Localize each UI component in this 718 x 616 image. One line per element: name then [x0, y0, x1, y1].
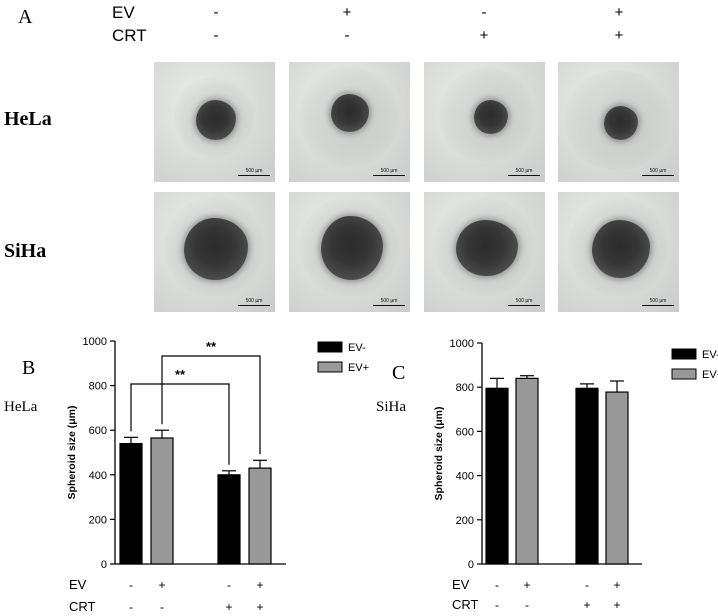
chart-b-bar-3 [217, 474, 241, 565]
chart-b-legend-swatch [317, 341, 343, 353]
chart-b-legend-label: EV- [348, 342, 366, 354]
chart-b-y-tick-label: 1000 [83, 336, 107, 348]
chart-c-condition-sign: + [613, 598, 620, 612]
chart-c-condition-sign: + [523, 578, 530, 592]
chart-c-y-tick-label: 400 [456, 471, 474, 483]
chart-c-bar-2 [515, 377, 539, 565]
chart-c-bar-3 [575, 387, 599, 565]
chart-c-condition-label: EV [452, 577, 470, 592]
crt-sign-1: - [213, 27, 219, 44]
chart-c-legend-swatch [671, 368, 697, 380]
chart-b-condition-sign: - [129, 600, 133, 614]
micrograph-hela-4: 500 µm [558, 62, 679, 182]
scalebar-text: 500 µm [245, 168, 263, 174]
chart-b-significance-label: ** [206, 339, 217, 354]
micrograph-siha-4: 500 µm [558, 192, 679, 312]
scalebar-text: 500 µm [515, 298, 533, 304]
scalebar-text: 500 µm [515, 168, 533, 174]
panel-b-letter: B [22, 357, 36, 379]
row-label-siha: SiHa [4, 240, 47, 262]
chart-b-significance-label: ** [175, 367, 186, 382]
micrograph-siha-3: 500 µm [424, 192, 545, 312]
chart-c-condition-sign: - [525, 598, 529, 612]
chart-b-condition-label: CRT [69, 599, 96, 614]
ev-sign-3: - [481, 4, 487, 21]
chart-b-y-tick-label: 0 [101, 559, 107, 571]
chart-b-bar-1 [119, 442, 143, 565]
panel-c-letter: C [392, 362, 406, 384]
scalebar-text: 500 µm [245, 298, 263, 304]
panel-b-cell-label: HeLa [4, 399, 38, 415]
chart-c-condition-sign: - [495, 578, 499, 592]
chart-b-condition-sign: + [256, 600, 263, 614]
chart-b-y-tick-label: 800 [89, 381, 107, 393]
chart-b-bar-2 [150, 437, 174, 565]
chart-b-y-tick-label: 200 [89, 514, 107, 526]
chart-b-condition-sign: + [256, 578, 263, 592]
chart-b-condition-sign: + [158, 578, 165, 592]
ev-sign-1: - [213, 4, 219, 21]
chart-c-condition-sign: - [585, 578, 589, 592]
chart-c-y-tick-label: 800 [456, 382, 474, 394]
chart-b-significance-bracket [130, 383, 230, 465]
chart-b-y-tick-label: 600 [89, 425, 107, 437]
crt-row-label: CRT [112, 26, 147, 45]
crt-sign-3: + [479, 27, 489, 44]
scalebar-text: 500 µm [649, 168, 667, 174]
micrograph-siha-1: 500 µm [154, 192, 275, 312]
chart-c-y-tick-label: 200 [456, 515, 474, 527]
chart-c-condition-sign: + [583, 598, 590, 612]
ev-sign-4: + [614, 4, 624, 21]
chart-b-condition-label: EV [69, 577, 87, 592]
chart-b-condition-sign: - [129, 578, 133, 592]
crt-sign-2: - [344, 27, 350, 44]
micrograph-hela-2: 500 µm [289, 62, 410, 182]
chart-c-y-tick-label: 1000 [450, 338, 474, 350]
chart-b-condition-sign: - [160, 600, 164, 614]
chart-b-significance-bracket [161, 355, 261, 455]
panel-c-cell-label: SiHa [376, 399, 406, 415]
chart-b-condition-sign: - [227, 578, 231, 592]
micrograph-hela-3: 500 µm [424, 62, 545, 182]
chart-b-legend-label: EV+ [348, 362, 369, 374]
chart-c-condition-label: CRT [452, 597, 479, 612]
chart-c-y-axis-label: Spheroid size (μm) [433, 407, 445, 501]
chart-c-legend-label: EV+ [702, 369, 718, 381]
chart-c-condition-sign: - [495, 598, 499, 612]
scalebar-text: 500 µm [649, 298, 667, 304]
chart-b-y-axis-label: Spheroid size (μm) [66, 406, 78, 500]
micrograph-hela-1: 500 µm [154, 62, 275, 182]
micrograph-siha-2: 500 µm [289, 192, 410, 312]
scalebar-text: 500 µm [380, 168, 398, 174]
chart-b-y-tick-label: 400 [89, 470, 107, 482]
crt-sign-4: + [614, 27, 624, 44]
chart-b-bar-4 [248, 467, 272, 565]
chart-b-legend-swatch [317, 361, 343, 373]
panel-a-letter: A [18, 6, 33, 28]
ev-sign-2: + [342, 4, 352, 21]
chart-c-y-tick-label: 600 [456, 426, 474, 438]
chart-c-condition-sign: + [613, 578, 620, 592]
chart-b-condition-sign: + [225, 600, 232, 614]
chart-c-legend-swatch [671, 348, 697, 360]
chart-c-bar-1 [485, 387, 509, 565]
chart-c-y-tick-label: 0 [468, 559, 474, 571]
row-label-hela: HeLa [4, 108, 52, 130]
chart-c-legend-label: EV- [702, 349, 718, 361]
ev-row-label: EV [112, 3, 135, 22]
scalebar-text: 500 µm [380, 298, 398, 304]
chart-c-bar-4 [605, 391, 629, 565]
